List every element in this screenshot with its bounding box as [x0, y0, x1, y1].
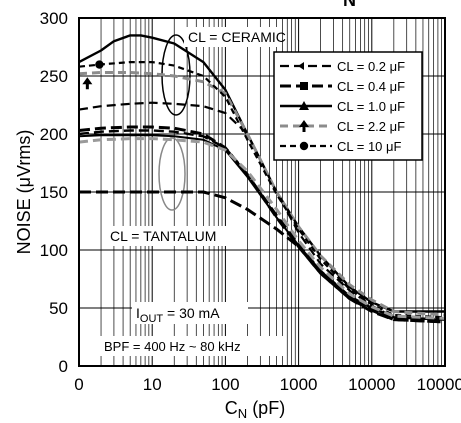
- tantalum-ellipse: [158, 137, 186, 211]
- series-point-marker: [95, 60, 104, 69]
- legend: CL = 0.2 μF CL = 0.4 μF CL = 1.0 μF CL = 2.…: [273, 51, 423, 161]
- x-tick-label: 100: [211, 375, 239, 394]
- series-layer: [78, 34, 446, 324]
- y-tick-label: 300: [40, 9, 68, 28]
- y-tick-labels: 0 50 100 150 200 250 300: [40, 9, 68, 376]
- ceramic-label-bg: [184, 27, 280, 47]
- series-point-marker: [82, 77, 93, 90]
- x-tick-label: 1000: [280, 375, 318, 394]
- legend-marker: [298, 62, 304, 70]
- legend-label: CL = 1.0 μF: [337, 99, 405, 114]
- point-markers: [82, 60, 104, 90]
- y-tick-label: 0: [59, 357, 68, 376]
- series-line: [79, 190, 446, 324]
- iout-label-bg: [132, 302, 248, 324]
- series-line: [78, 34, 445, 313]
- iout-label: IOUT = 30 mA: [136, 305, 220, 325]
- legend-marker: [299, 101, 309, 110]
- x-axis-label: CN (pF): [225, 398, 285, 421]
- bpf-label: BPF = 400 Hz ~ 80 kHz: [104, 339, 241, 354]
- series-line: [78, 71, 446, 317]
- bpf-label-bg: [100, 336, 284, 356]
- series-line: [78, 60, 446, 319]
- ceramic-label: CL = CERAMIC: [188, 29, 286, 45]
- y-tick-label: 100: [40, 241, 68, 260]
- legend-marker: [299, 120, 309, 132]
- series-line: [78, 101, 446, 321]
- y-tick-label: 250: [40, 67, 68, 86]
- legend-marker: [299, 141, 309, 151]
- x-tick-label: 10: [143, 375, 162, 394]
- x-tick-label: 10000: [348, 375, 395, 394]
- y-tick-label: 200: [40, 125, 68, 144]
- legend-label: CL = 10 μF: [337, 139, 402, 154]
- plot-frame: [78, 17, 446, 367]
- legend-label: CL = 2.2 μF: [337, 119, 405, 134]
- tantalum-label: CL = TANTALUM: [110, 228, 216, 244]
- legend-label: CL = 0.4 μF: [337, 79, 405, 94]
- y-tick-label: 50: [49, 299, 68, 318]
- y-tick-label: 150: [40, 183, 68, 202]
- chart-title-fragment: N: [343, 0, 356, 10]
- legend-label: CL = 0.2 μF: [337, 59, 405, 74]
- y-axis-label: NOISE (μVrms): [14, 130, 34, 255]
- x-tick-label: 0: [74, 375, 83, 394]
- tantalum-label-bg: [106, 226, 240, 246]
- series-line: [78, 137, 446, 320]
- legend-marker: [300, 82, 308, 90]
